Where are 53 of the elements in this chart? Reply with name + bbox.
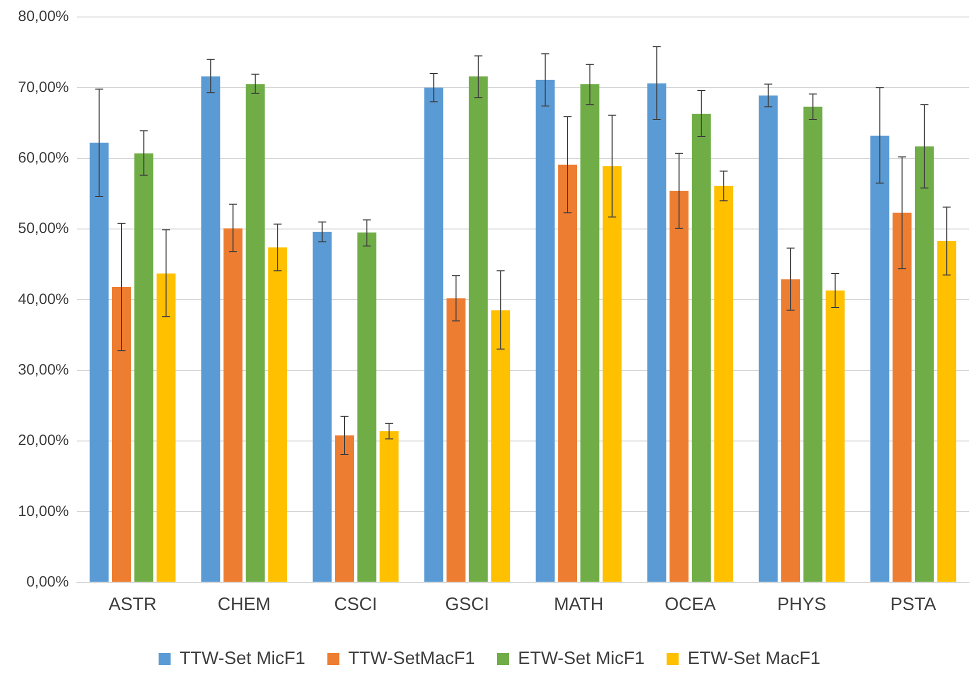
legend-label: ETW-Set MicF1 (518, 648, 645, 668)
bar (224, 228, 242, 582)
x-tick-label: MATH (554, 594, 604, 614)
x-tick-label: ASTR (108, 594, 157, 614)
bar (914, 146, 934, 582)
bar (201, 76, 220, 582)
x-tick-label: GSCI (445, 594, 490, 614)
bar (424, 88, 444, 582)
bar (692, 114, 711, 582)
bar (580, 84, 600, 582)
bar (491, 310, 510, 582)
y-tick-label: 30,00% (18, 362, 69, 379)
bar (892, 212, 912, 582)
legend-label: TTW-SetMacF1 (348, 648, 475, 668)
y-tick-label: 20,00% (18, 432, 69, 450)
y-tick-label: 60,00% (18, 149, 69, 166)
bar (446, 298, 466, 582)
bar (112, 286, 131, 582)
bar (134, 153, 154, 582)
y-tick-label: 50,00% (18, 220, 69, 238)
y-tick-label: 70,00% (18, 78, 69, 96)
bar (380, 431, 399, 582)
bar (312, 232, 332, 582)
bar (803, 106, 822, 582)
y-tick-label: 0,00% (26, 574, 69, 591)
bar (826, 290, 845, 582)
x-tick-label: CHEM (218, 594, 271, 614)
bar (558, 164, 578, 582)
bar (335, 435, 354, 582)
bar (937, 241, 956, 582)
y-tick-label: 10,00% (18, 502, 69, 520)
bar (90, 142, 109, 582)
bar (714, 186, 734, 582)
bar (246, 84, 265, 582)
x-tick-label: CSCI (334, 594, 378, 614)
bar (758, 95, 778, 582)
bar (602, 166, 622, 582)
bar (468, 76, 488, 582)
x-tick-label: PSTA (890, 594, 936, 614)
y-tick-label: 40,00% (18, 290, 69, 308)
bar (670, 190, 689, 582)
x-tick-label: OCEA (664, 594, 716, 614)
bar (781, 279, 800, 582)
x-tick-label: PHYS (777, 594, 826, 614)
bar (156, 274, 176, 582)
y-tick-label: 80,00% (18, 8, 69, 26)
legend-label: ETW-Set MacF1 (688, 648, 820, 668)
legend-label: TTW-Set MicF1 (180, 648, 306, 668)
bar (647, 83, 666, 582)
bar (357, 232, 376, 582)
bar (268, 247, 288, 582)
bar (536, 80, 555, 582)
bar (870, 136, 890, 582)
